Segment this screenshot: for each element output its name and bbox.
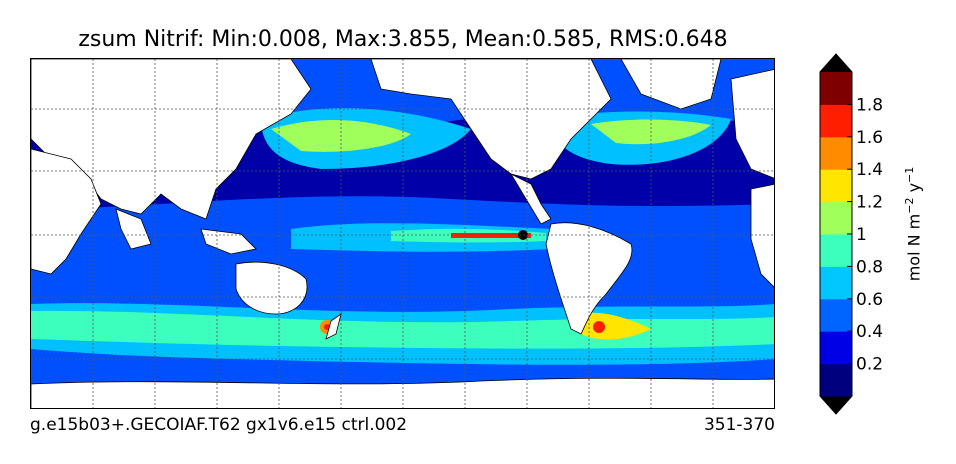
colorbar: 0.2 0.4 0.6 0.8 1 1.2 1.4 1.6 1.8 [819, 53, 883, 415]
plot-title: zsum Nitrif: Min:0.008, Max:3.855, Mean:… [78, 27, 728, 52]
colorbar-tick-label: 0.4 [856, 322, 883, 342]
colorbar-segment [820, 169, 852, 203]
colorbar-segment [820, 266, 852, 300]
colorbar-tick-label: 0.2 [856, 355, 883, 375]
colorbar-segment [820, 104, 852, 138]
colorbar-segment [820, 136, 852, 170]
map-gridlines [31, 59, 774, 408]
colorbar-tick-label: 1.2 [856, 193, 883, 213]
colorbar-segment [820, 298, 852, 332]
colorbar-segment [820, 72, 852, 105]
colorbar-segment [820, 234, 852, 267]
colorbar-segment [820, 363, 852, 397]
colorbar-tick-label: 0.8 [856, 257, 883, 277]
colorbar-tick-label: 1 [856, 225, 867, 245]
colorbar-segment [820, 331, 852, 365]
case-name-label: g.e15b03+.GECOIAF.T62 gx1v6.e15 ctrl.002 [30, 415, 408, 435]
colorbar-over-extension [820, 54, 852, 72]
map-panel [30, 58, 775, 409]
colorbar-under-extension [820, 396, 852, 414]
colorbar-segment [820, 201, 852, 235]
colorbar-tick-label: 1.8 [856, 95, 883, 115]
colorbar-frame [819, 53, 853, 415]
colorbar-units-label: mol N m−2 y−1 [903, 166, 924, 282]
colorbar-tick-label: 1.6 [856, 128, 883, 148]
colorbar-tick-label: 0.6 [856, 290, 883, 310]
year-range-label: 351-370 [703, 415, 775, 435]
colorbar-tick-label: 1.4 [856, 160, 883, 180]
nitrification-map [31, 59, 774, 408]
